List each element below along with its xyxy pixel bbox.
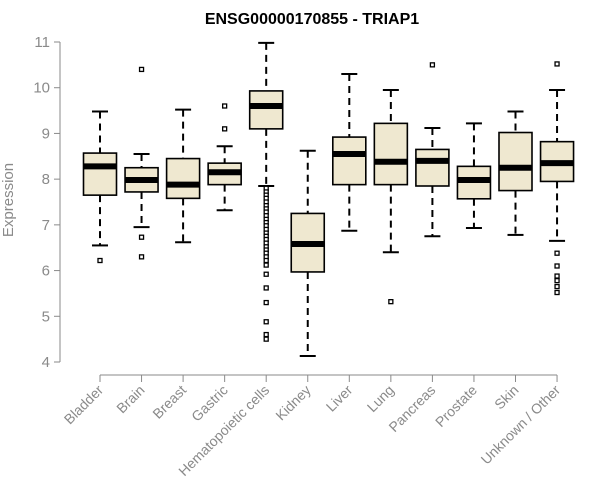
box-group bbox=[331, 73, 367, 232]
boxes-layer bbox=[82, 41, 575, 358]
outlier-point bbox=[138, 66, 145, 73]
outlier-point bbox=[263, 331, 269, 338]
outlier-point bbox=[554, 61, 560, 67]
x-tick-label: Skin bbox=[491, 382, 522, 413]
x-tick-label: Bladder bbox=[61, 382, 107, 428]
outlier-point bbox=[388, 299, 394, 305]
x-tick-label: Unknown / Other bbox=[478, 382, 564, 468]
x-tick-label: Lung bbox=[364, 382, 397, 415]
box-group bbox=[539, 61, 575, 296]
y-tick-label: 7 bbox=[42, 217, 50, 234]
outlier-point bbox=[263, 257, 269, 264]
outlier-point bbox=[429, 62, 436, 68]
outlier-point bbox=[138, 254, 145, 260]
box-group bbox=[498, 110, 533, 236]
box-group bbox=[456, 122, 492, 230]
box-group bbox=[373, 89, 409, 305]
box-iqr bbox=[82, 152, 118, 196]
x-tick-label: Liver bbox=[323, 382, 356, 415]
outlier-point bbox=[263, 319, 269, 325]
x-tick-label: Brain bbox=[113, 382, 147, 416]
outlier-point bbox=[138, 234, 145, 240]
outlier-point bbox=[554, 277, 560, 284]
outlier-point bbox=[221, 103, 228, 109]
box-iqr bbox=[498, 131, 533, 192]
box-iqr bbox=[165, 157, 201, 200]
chart-title: ENSG00000170855 - TRIAP1 bbox=[205, 11, 419, 28]
outlier-point bbox=[554, 263, 560, 269]
box-group bbox=[290, 149, 326, 358]
box-iqr bbox=[331, 136, 367, 186]
box-iqr bbox=[415, 148, 450, 187]
outlier-point bbox=[554, 283, 560, 290]
outlier-point bbox=[263, 336, 269, 342]
y-tick-label: 9 bbox=[42, 125, 50, 142]
box-group bbox=[415, 62, 450, 238]
box-group bbox=[207, 103, 242, 212]
y-tick-label: 5 bbox=[42, 308, 50, 325]
y-axis-label: Expression bbox=[0, 163, 17, 237]
y-tick-label: 11 bbox=[34, 34, 50, 51]
outlier-point bbox=[263, 285, 269, 291]
outlier-point bbox=[263, 299, 269, 306]
outlier-point bbox=[221, 126, 228, 132]
box-iqr bbox=[248, 90, 284, 130]
y-tick-label: 8 bbox=[42, 171, 50, 188]
outlier-point bbox=[554, 289, 560, 296]
y-tick-label: 10 bbox=[33, 80, 50, 97]
box-iqr bbox=[373, 122, 409, 186]
outlier-point bbox=[263, 262, 269, 268]
outlier-point bbox=[554, 273, 560, 279]
x-tick-label: Kidney bbox=[272, 382, 314, 424]
y-tick-label: 6 bbox=[42, 263, 50, 280]
outlier-point bbox=[554, 250, 560, 256]
x-tick-label: Prostate bbox=[432, 382, 480, 430]
outlier-point bbox=[263, 271, 269, 277]
y-tick-label: 4 bbox=[42, 354, 50, 371]
box-group bbox=[82, 110, 118, 264]
box-group bbox=[248, 41, 284, 342]
x-tick-label: Breast bbox=[149, 382, 189, 422]
box-group bbox=[124, 66, 159, 260]
outlier-point bbox=[97, 257, 103, 264]
box-group bbox=[165, 108, 201, 244]
